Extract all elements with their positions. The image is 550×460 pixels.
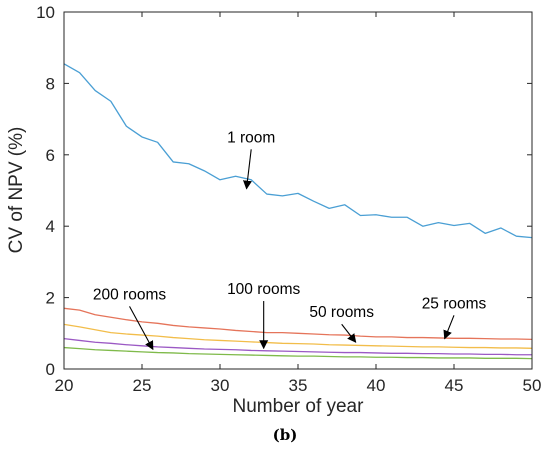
x-tick-label: 45 <box>445 376 464 395</box>
y-tick-label: 0 <box>46 360 55 379</box>
x-tick-label: 20 <box>55 376 74 395</box>
annotation-label: 200 rooms <box>93 286 166 303</box>
annotation-arrow <box>443 315 455 340</box>
x-axis-label: Number of year <box>233 396 365 417</box>
x-tick-label: 25 <box>133 376 152 395</box>
y-tick-label: 8 <box>46 74 55 93</box>
y-axis-label: CV of NPV (%) <box>6 127 27 254</box>
series-line-1 <box>63 307 533 341</box>
annotation-label: 50 rooms <box>309 304 374 321</box>
y-tick-label: 2 <box>46 289 55 308</box>
annotation-arrow <box>129 306 154 351</box>
series-layer <box>63 63 533 360</box>
y-axis: 0 2 4 6 8 10 <box>36 3 532 379</box>
series-line-2 <box>63 323 533 349</box>
annotation-layer: 1 room 200 rooms 100 rooms 50 rooms 25 rooms <box>93 129 487 351</box>
series-line-3 <box>63 338 532 356</box>
x-tick-label: 35 <box>289 376 308 395</box>
x-axis: 20 25 30 35 40 45 50 <box>55 12 542 395</box>
x-tick-label: 30 <box>211 376 230 395</box>
plot-area <box>64 12 532 369</box>
x-tick-label: 50 <box>523 376 542 395</box>
y-tick-label: 6 <box>46 146 55 165</box>
annotation-label: 1 room <box>227 129 275 146</box>
y-tick-label: 10 <box>36 3 55 22</box>
series-line-4 <box>63 346 533 360</box>
annotation-arrow <box>243 149 252 190</box>
y-tick-label: 4 <box>46 217 55 236</box>
figure-caption: (b) <box>273 426 298 444</box>
annotation-arrow <box>341 323 357 343</box>
annotation-label: 100 rooms <box>227 281 300 298</box>
series-line-0 <box>63 63 533 239</box>
annotation-label: 25 rooms <box>422 295 487 312</box>
x-tick-label: 40 <box>367 376 386 395</box>
